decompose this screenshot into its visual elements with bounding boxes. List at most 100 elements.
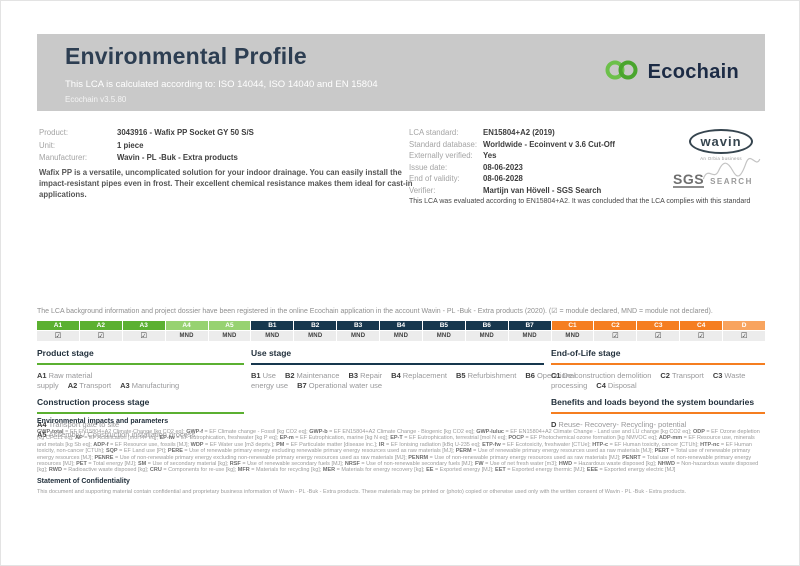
- stage-item-A5: A5 Assembly / Construction installation p…: [37, 430, 196, 439]
- info-row: Manufacturer: Wavin - PL -Buk - Extra pro…: [39, 152, 401, 165]
- module-status: MND: [465, 331, 508, 341]
- stage-column: Use stage B1 Use B2 Maintenance B3 Repair B4 Rep…: [251, 346, 576, 444]
- module-code: C4: [680, 321, 723, 330]
- module-status: MND: [337, 331, 380, 341]
- module-status: MND: [251, 331, 294, 341]
- stage-item-A1: A1 Raw material supply: [37, 371, 93, 390]
- sgs-search-wordmark: SEARCH: [710, 177, 753, 186]
- field-value: EN15804+A2 (2019): [483, 128, 555, 137]
- stage-item-B1: B1 Use: [251, 371, 276, 380]
- stage-items: C1 De-construction demolition C2 Transport C…: [551, 371, 765, 391]
- field-label: Verifier:: [409, 185, 436, 195]
- module-code: D: [723, 321, 765, 330]
- stage-items: A1 Raw material supply A2 Transport A3 Manufa…: [37, 371, 244, 391]
- module-status: ☑: [680, 331, 723, 341]
- stage-column: Product stage A1 Raw material supply A2 Tran…: [37, 346, 251, 444]
- confidentiality-text: This document and supporting material co…: [37, 489, 687, 495]
- stage-heading: Product stage: [37, 346, 244, 365]
- info-row: Verifier: Martijn van Hövell - SGS Search: [409, 185, 709, 197]
- module-code: B6: [465, 321, 508, 330]
- module-code: C2: [594, 321, 637, 330]
- parameter-def: PERE = Use of renewable primary energy e…: [167, 448, 456, 455]
- module-status: ☑: [37, 331, 79, 341]
- field-value: Martijn van Hövell - SGS Search: [483, 185, 602, 195]
- module-code: B4: [380, 321, 422, 330]
- module-code: A2: [79, 321, 122, 330]
- parameter-def: RWD = Radioactive waste disposed [kg];: [48, 467, 150, 474]
- parameter-def: POCP = EF Photochemical ozone formation …: [508, 435, 659, 442]
- parameter-def: EP-m = EF Eutrophication, marine [kg N e…: [279, 435, 391, 442]
- parameter-def: WDP = EF Water use [m3 depriv.];: [190, 441, 277, 448]
- parameter-def: PERM = Use of renewable primary energy r…: [455, 448, 655, 455]
- module-status: MND: [294, 331, 337, 341]
- parameter-def: MER = Materials for energy recovery [kg]…: [322, 467, 427, 474]
- parameters-text: GWP-total = EF EN15804+A2 Climate Change…: [37, 429, 765, 474]
- stage-item-D: D Reuse- Recovery- Recycling- potential: [551, 420, 687, 429]
- stage-item-B3: B3 Repair: [348, 371, 383, 380]
- module-column-A5: A5 MND: [208, 321, 251, 341]
- stage-heading: Benefits and loads beyond the system bou…: [551, 395, 765, 414]
- stage-heading: Use stage: [251, 346, 544, 365]
- module-column-C4: C4 ☑: [680, 321, 723, 341]
- ecochain-wordmark: Ecochain: [647, 61, 739, 83]
- parameter-def: ADP-mm = EF Resource use, minerals and m…: [37, 435, 755, 448]
- module-column-A1: A1 ☑: [37, 321, 79, 341]
- module-code: C3: [637, 321, 680, 330]
- module-status: ☑: [723, 331, 765, 341]
- field-value: Wavin - PL -Buk - Extra products: [117, 153, 238, 162]
- parameter-def: EEE = Exported energy electric [MJ]: [586, 467, 676, 474]
- stage-heading: End-of-Life stage: [551, 346, 765, 365]
- info-row: LCA standard: EN15804+A2 (2019): [409, 127, 709, 139]
- module-column-B1: B1 MND: [251, 321, 294, 341]
- parameter-def: GWP-luluc = EF EN15804+A2 Climate Change…: [476, 429, 693, 435]
- module-column-C3: C3 ☑: [637, 321, 680, 341]
- field-value: 08-06-2028: [483, 174, 523, 183]
- stage-heading: Construction process stage: [37, 395, 244, 414]
- module-code: C1: [551, 321, 594, 330]
- stage-item-B2: B2 Maintenance: [284, 371, 340, 380]
- info-row: Product: 3043916 - Wafix PP Socket GY 50 …: [39, 127, 401, 140]
- module-code: B7: [508, 321, 551, 330]
- info-row: Unit: 1 piece: [39, 140, 401, 153]
- parameter-def: PENRE = Use of non-renewable primary ene…: [94, 454, 409, 461]
- module-status: MND: [208, 331, 251, 341]
- stage-item-B7: B7 Operational water use: [297, 381, 383, 390]
- module-status: ☑: [594, 331, 637, 341]
- field-label: End of validity:: [409, 174, 460, 183]
- parameter-def: EE = Exported energy [MJ];: [426, 467, 496, 474]
- info-row: Issue date: 08-06-2023: [409, 162, 709, 174]
- parameter-def: MFR = Materials for recycling [kg];: [237, 467, 323, 474]
- parameter-def: SM = Use of secondary material [kg];: [137, 461, 230, 468]
- product-description: Wafix PP is a versatile, uncomplicated s…: [39, 168, 413, 199]
- parameter-def: NHWD = Non-hazardous waste disposed [kg]…: [37, 461, 759, 474]
- stage-item-C4: C4 Disposal: [596, 381, 637, 390]
- parameter-def: HTP-nc = EF Human toxicity, non-cancer […: [37, 441, 752, 455]
- stage-items: B1 Use B2 Maintenance B3 Repair B4 Replacement B…: [251, 371, 576, 391]
- parameter-def: FW = Use of net fresh water [m3];: [474, 461, 559, 468]
- parameter-def: GWP-f = EF Climate change - Fossil [kg C…: [186, 429, 310, 435]
- parameters-heading: Environmental impacts and parameters: [37, 418, 169, 425]
- parameter-def: GWP-total = EF EN15804+A2 Climate Change…: [37, 429, 187, 435]
- module-status: MND: [508, 331, 551, 341]
- module-column-B5: B5 MND: [422, 321, 465, 341]
- stage-item-B5: B5 Refurbishment: [455, 371, 517, 380]
- field-value: Yes: [483, 151, 497, 160]
- stage-items: D Reuse- Recovery- Recycling- potential: [551, 420, 765, 430]
- parameter-def: CRU = Components for re-use [kg];: [149, 467, 238, 474]
- module-status: ☑: [122, 331, 165, 341]
- module-status: ☑: [637, 331, 680, 341]
- module-column-A2: A2 ☑: [79, 321, 122, 341]
- parameter-def: ODP = EF Ozone depletion [kg CFC11 eq];: [37, 429, 760, 442]
- parameter-def: AP = EF Acidification [mol H+ eq];: [75, 435, 160, 442]
- module-column-B2: B2 MND: [294, 321, 337, 341]
- field-label: Standard database:: [409, 139, 478, 149]
- parameter-def: PERT = Total use of renewable primary en…: [37, 448, 751, 461]
- wavin-wordmark: wavin: [689, 129, 753, 154]
- module-code: A5: [208, 321, 251, 330]
- info-row: Standard database: Worldwide - Ecoinvent …: [409, 139, 709, 151]
- module-status: MND: [422, 331, 465, 341]
- parameter-def: PENRM = Use of non-renewable primary ene…: [408, 454, 623, 461]
- stage-item-C1: C1 De-construction demolition: [551, 371, 652, 380]
- module-column-B7: B7 MND: [508, 321, 551, 341]
- module-column-D: D ☑: [723, 321, 765, 341]
